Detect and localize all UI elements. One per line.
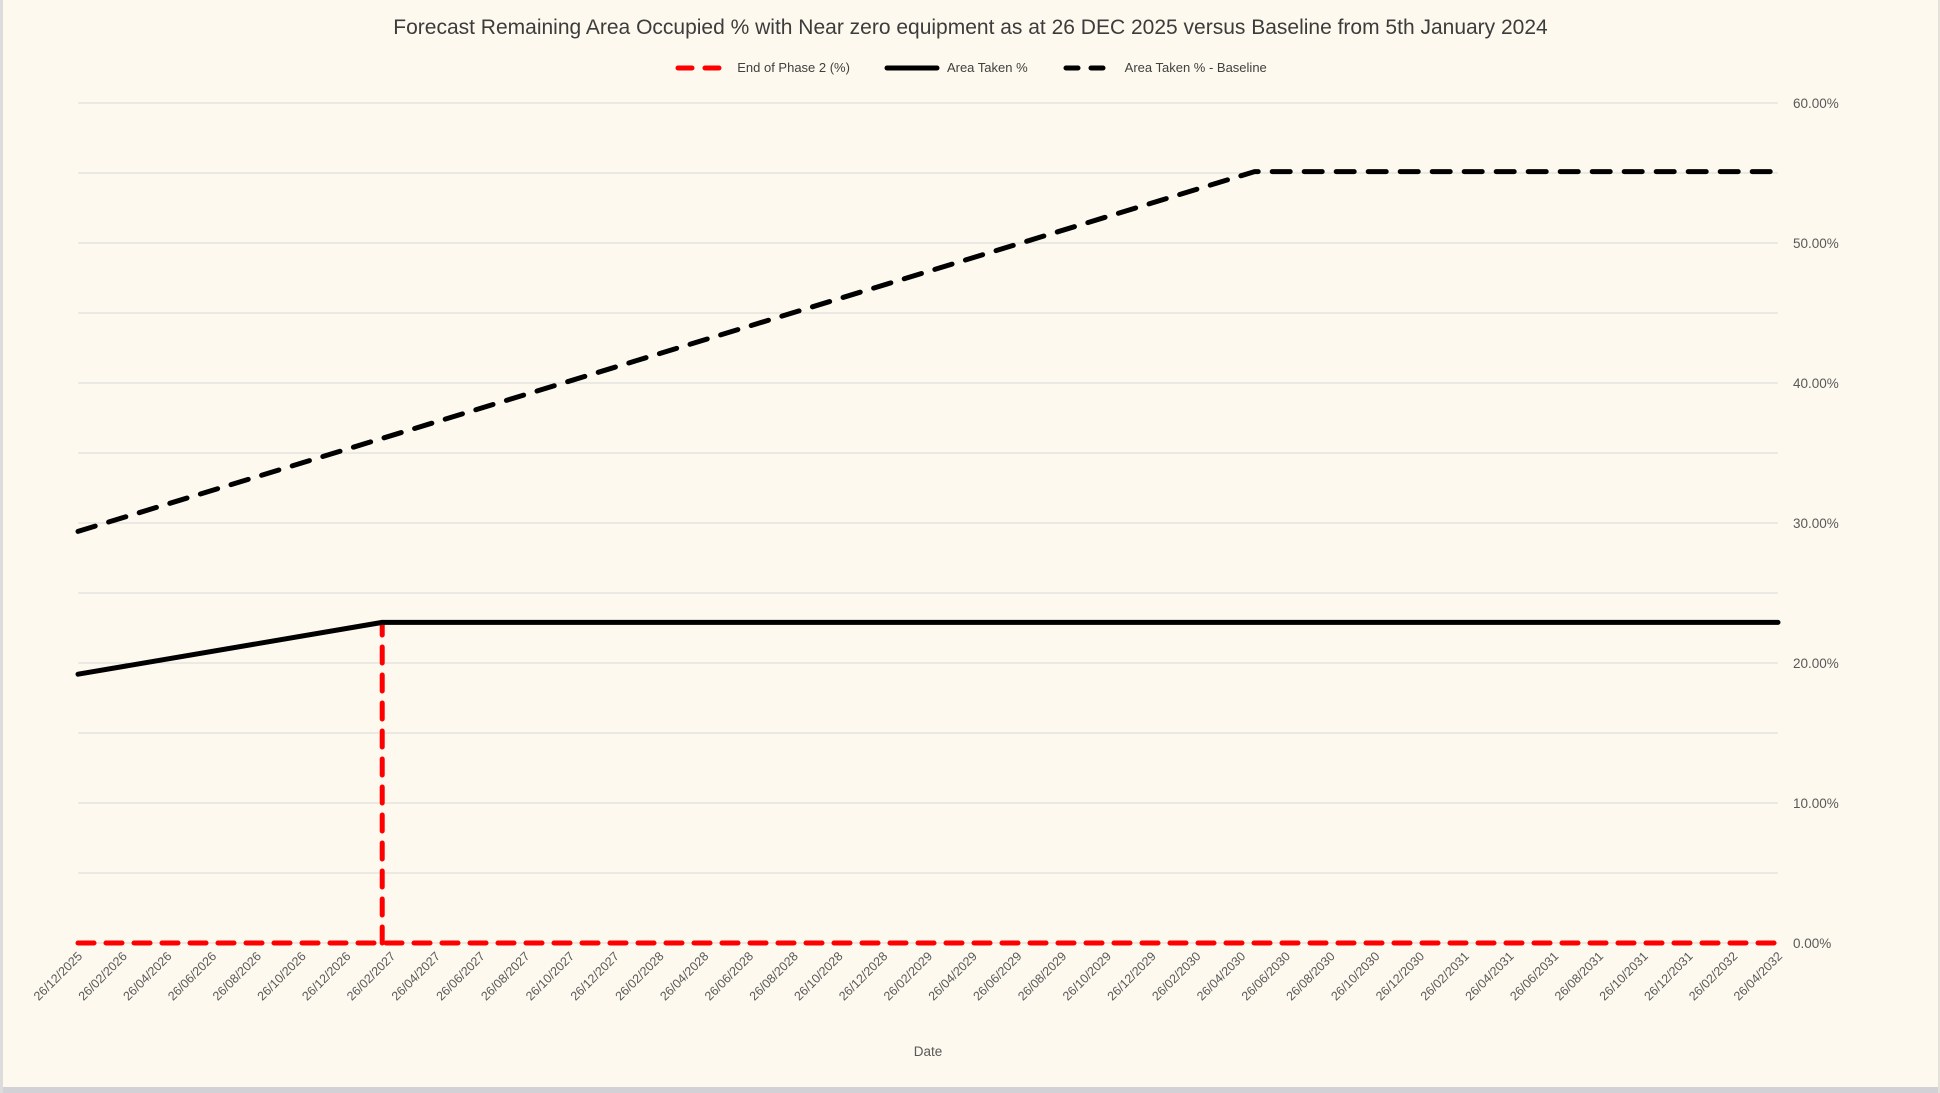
y-tick-label: 10.00% — [1793, 796, 1839, 811]
series-area-taken-baseline — [75, 169, 1781, 534]
y-tick-label: 40.00% — [1793, 376, 1839, 391]
chart-plot-area: 0.00% 10.00% 20.00% 30.00% 40.00% 50.00% 60.00… — [31, 96, 1839, 1003]
legend-swatch-dashed-red-icon — [675, 65, 729, 70]
legend-item-area-taken-baseline: Area Taken % - Baseline — [1062, 60, 1267, 75]
legend-label: Area Taken % - Baseline — [1124, 60, 1267, 75]
legend-label: End of Phase 2 (%) — [737, 60, 850, 75]
y-tick-label: 0.00% — [1793, 936, 1831, 951]
y-tick-label: 50.00% — [1793, 236, 1839, 251]
x-tick-label: 26/04/2032 — [1731, 949, 1785, 1003]
y-tick-label: 60.00% — [1793, 96, 1839, 111]
legend-swatch-solid-black-icon — [884, 65, 940, 70]
y-tick-label: 30.00% — [1793, 516, 1839, 531]
x-axis-title: Date — [913, 1044, 943, 1059]
legend-label: Area Taken % — [946, 60, 1028, 75]
bottom-edge-strip — [3, 1087, 1938, 1093]
legend-swatch-dashed-black-icon — [1063, 65, 1117, 70]
legend-item-area-taken: Area Taken % — [884, 60, 1028, 75]
legend-item-end-of-phase-2: End of Phase 2 (%) — [674, 60, 850, 75]
y-tick-label: 20.00% — [1793, 656, 1839, 671]
series-area-taken — [75, 619, 1781, 677]
chart-legend: End of Phase 2 (%) Area Taken % Area Tak… — [3, 60, 1938, 75]
chart-title: Forecast Remaining Area Occupied % with … — [393, 16, 1548, 39]
